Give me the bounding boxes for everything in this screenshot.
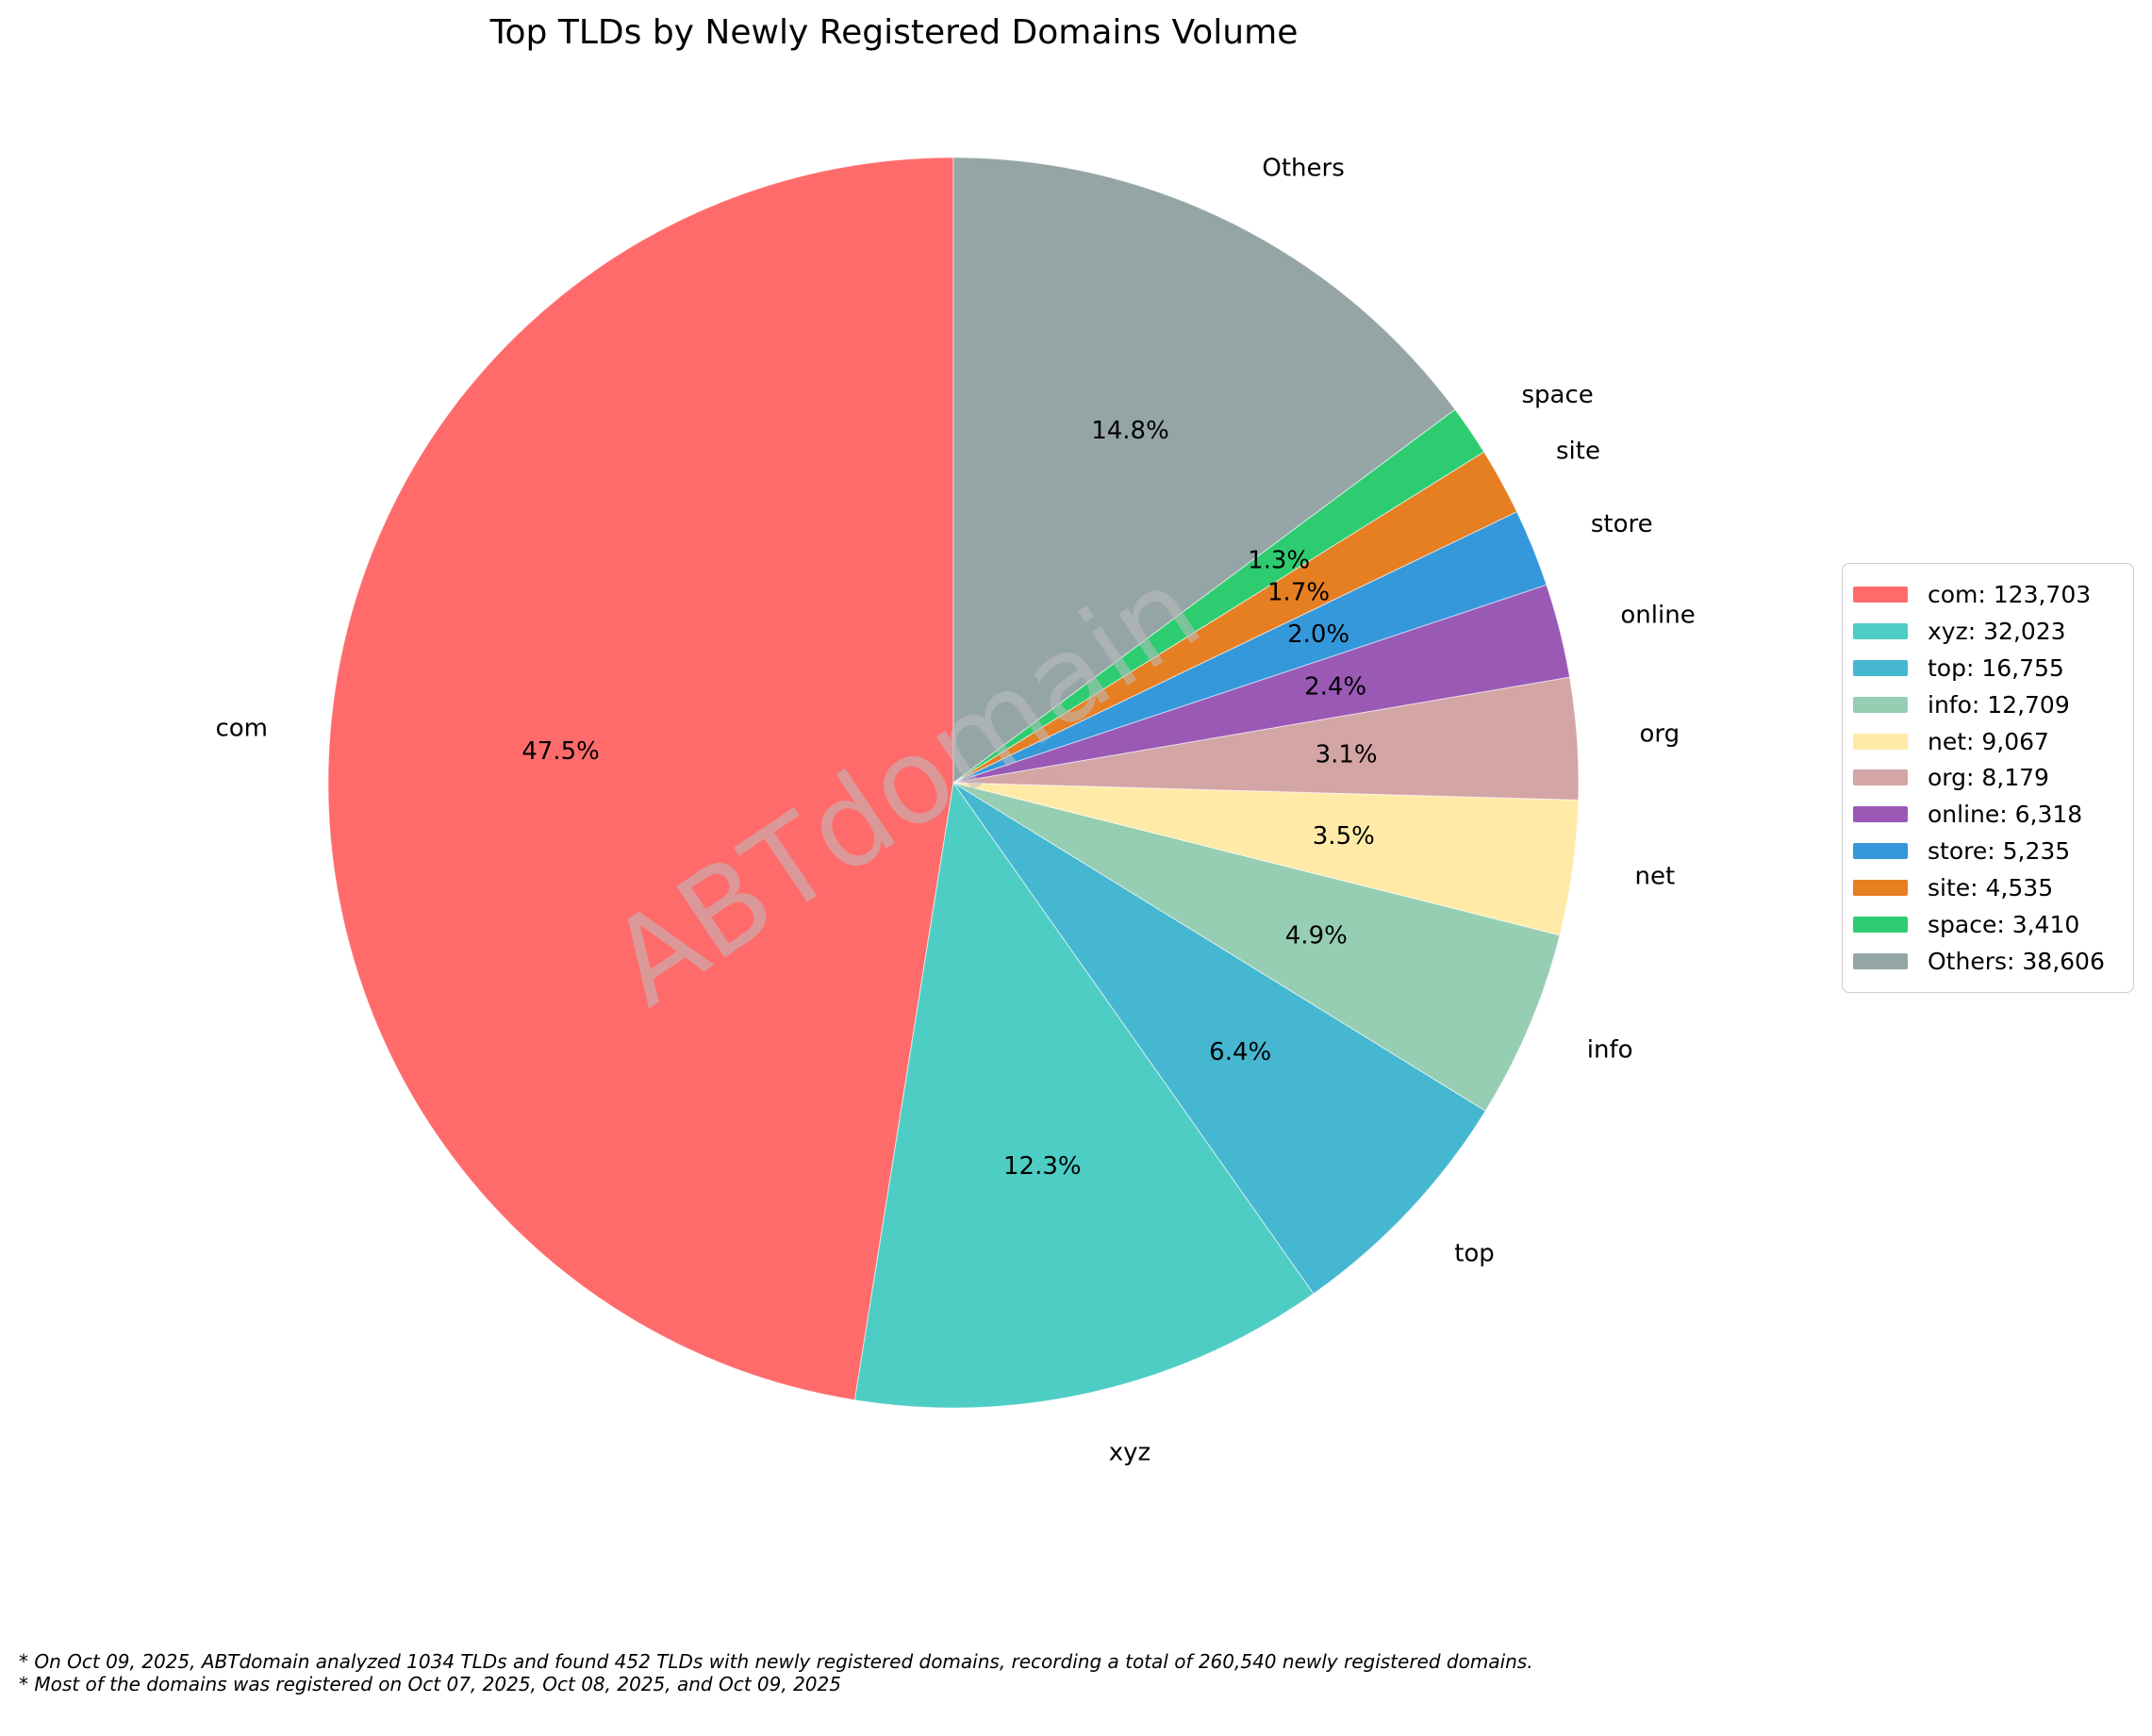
slice-label-site: site	[1556, 438, 1600, 466]
legend-label-top: top: 16,755	[1928, 653, 2064, 682]
legend-label-online: online: 6,318	[1928, 801, 2083, 829]
pct-label-site: 1.7%	[1267, 579, 1330, 607]
slice-label-org: org	[1640, 719, 1680, 748]
legend-label-info: info: 12,709	[1928, 690, 2070, 719]
pct-label-top: 6.4%	[1209, 1038, 1271, 1066]
legend-entry-org: org: 8,179	[1853, 764, 2133, 791]
legend-swatch-site	[1853, 880, 1908, 897]
pie-slice-com	[327, 157, 954, 1401]
pct-label-info: 4.9%	[1285, 922, 1348, 951]
slice-label-info: info	[1587, 1036, 1633, 1065]
chart-title: Top TLDs by Newly Registered Domains Vol…	[489, 13, 1299, 52]
slice-label-online: online	[1620, 602, 1695, 630]
pct-label-org: 3.1%	[1316, 740, 1378, 769]
pie-wedges	[327, 157, 1580, 1409]
pct-label-store: 2.0%	[1287, 620, 1349, 649]
legend-swatch-top	[1853, 659, 1908, 676]
legend-label-Others: Others: 38,606	[1928, 947, 2105, 975]
legend-entry-Others: Others: 38,606	[1853, 948, 2133, 975]
pie-labels: 47.5% com 12.3% xyz 6.4% top 4.9% info 3.5% net 3.…	[215, 154, 1695, 1466]
pct-label-online: 2.4%	[1304, 672, 1366, 701]
pct-label-space: 1.3%	[1248, 547, 1310, 575]
slice-label-Others: Others	[1262, 154, 1344, 182]
legend-entry-online: online: 6,318	[1853, 801, 2133, 828]
slice-label-space: space	[1522, 381, 1594, 409]
legend-entry-com: com: 123,703	[1853, 581, 2133, 608]
legend: com: 123,703 xyz: 32,023 top: 16,755 info: …	[1842, 563, 2134, 993]
footnote-line-2: * Most of the domains was registered on …	[19, 1673, 841, 1695]
legend-entry-space: space: 3,410	[1853, 911, 2133, 938]
legend-entry-xyz: xyz: 32,023	[1853, 618, 2133, 645]
legend-entry-info: info: 12,709	[1853, 691, 2133, 719]
pct-label-Others: 14.8%	[1091, 417, 1169, 445]
legend-swatch-space	[1853, 917, 1908, 934]
pie-slice-top	[952, 782, 1486, 1295]
slice-label-top: top	[1454, 1240, 1495, 1268]
legend-label-store: store: 5,235	[1928, 837, 2071, 866]
footnote-line-1: * On Oct 09, 2025, ABTdomain analyzed 10…	[19, 1650, 1533, 1673]
legend-swatch-info	[1853, 696, 1908, 713]
slice-label-xyz: xyz	[1109, 1439, 1150, 1467]
legend-swatch-store	[1853, 843, 1908, 860]
legend-label-site: site: 4,535	[1928, 874, 2054, 902]
legend-entry-top: top: 16,755	[1853, 654, 2133, 682]
legend-swatch-org	[1853, 769, 1908, 786]
legend-label-org: org: 8,179	[1928, 764, 2049, 792]
pie-slice-Others	[952, 157, 1456, 784]
legend-swatch-com	[1853, 586, 1908, 603]
pct-label-net: 3.5%	[1313, 822, 1375, 851]
slice-label-com: com	[215, 714, 268, 742]
legend-entry-net: net: 9,067	[1853, 728, 2133, 755]
legend-swatch-Others	[1853, 952, 1908, 969]
pie-slice-info	[952, 782, 1561, 1112]
pct-label-com: 47.5%	[521, 737, 600, 766]
legend-swatch-xyz	[1853, 622, 1908, 639]
legend-label-net: net: 9,067	[1928, 727, 2049, 755]
legend-label-com: com: 123,703	[1928, 580, 2092, 608]
slice-label-net: net	[1635, 863, 1676, 891]
footnotes: * On Oct 09, 2025, ABTdomain analyzed 10…	[19, 1650, 1533, 1695]
legend-swatch-online	[1853, 806, 1908, 823]
slice-label-store: store	[1591, 510, 1653, 538]
legend-label-space: space: 3,410	[1928, 911, 2080, 939]
pct-label-xyz: 12.3%	[1003, 1152, 1082, 1181]
legend-entry-site: site: 4,535	[1853, 874, 2133, 901]
legend-label-xyz: xyz: 32,023	[1928, 617, 2066, 645]
pie-slice-xyz	[853, 781, 1315, 1409]
legend-swatch-net	[1853, 733, 1908, 750]
legend-entry-store: store: 5,235	[1853, 837, 2133, 865]
